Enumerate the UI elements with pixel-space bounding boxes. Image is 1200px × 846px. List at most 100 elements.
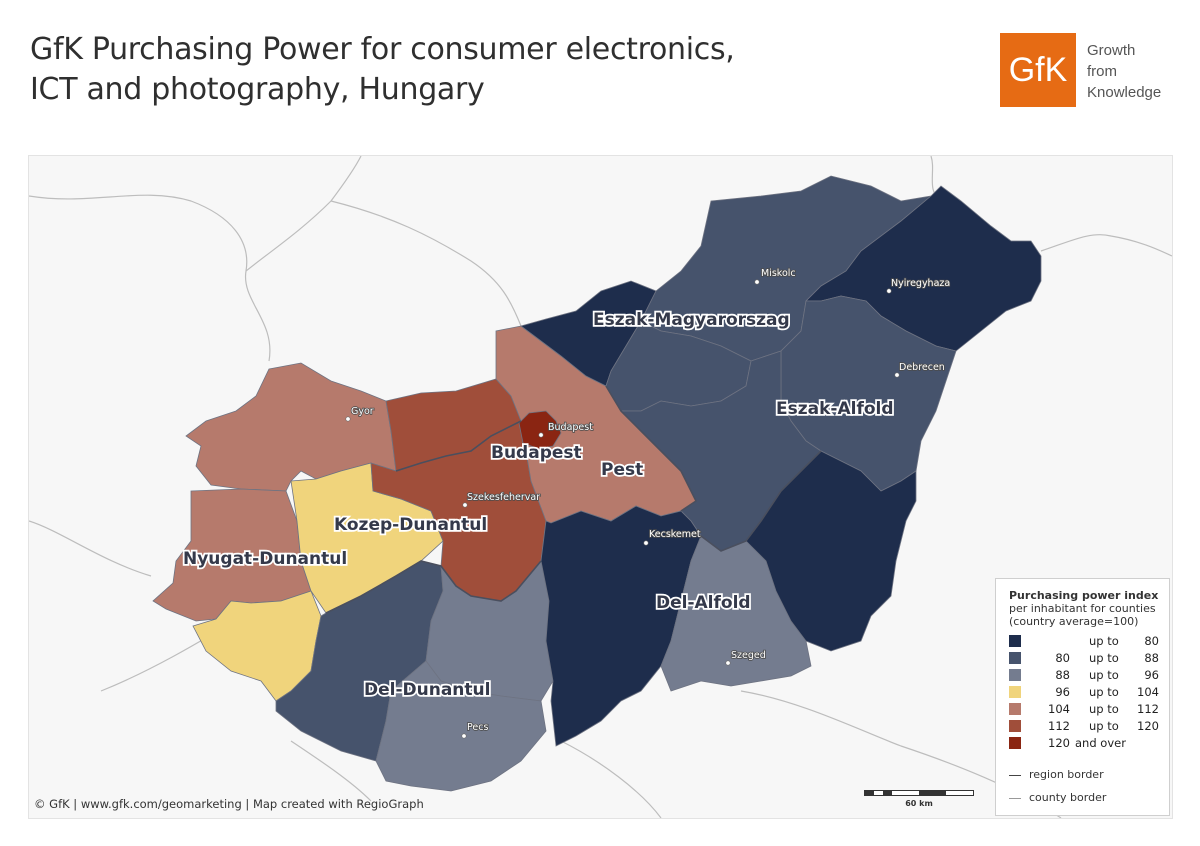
county-baranya	[375, 660, 547, 792]
region-label-del-alfold: Del-Alfold	[656, 593, 751, 613]
region-label-eszak-alfold: Eszak-Alfold	[776, 399, 894, 419]
city-dot-miskolc	[754, 279, 760, 285]
city-dot-szekesfehervar	[462, 502, 468, 508]
legend-class-6: 112 up to 120	[1009, 719, 1159, 733]
city-dot-nyiregyhaza	[886, 288, 892, 294]
gfk-logo: GfK	[1000, 33, 1076, 107]
scale-label: 60 km	[905, 799, 933, 808]
tagline-line-1: Growth	[1087, 42, 1136, 59]
legend-word-4: up to	[1089, 685, 1119, 699]
legend-swatch-7	[1009, 737, 1021, 749]
region-border-3	[325, 560, 542, 614]
legend-swatch-3	[1009, 669, 1021, 681]
legend-subtitle-line-2: (country average=100)	[1009, 615, 1139, 628]
region-labels: Eszak-Magyarorszag Eszak-Alfold Budapest…	[181, 308, 895, 702]
logo-tagline: Growth from Knowledge	[1087, 40, 1161, 103]
county-polygons	[152, 175, 1042, 792]
legend-swatch-6	[1009, 720, 1021, 732]
legend-region-border-line	[1009, 775, 1021, 776]
map-frame[interactable]: Eszak-Magyarorszag Eszak-Alfold Budapest…	[28, 155, 1173, 819]
legend-to-2: 88	[1144, 651, 1159, 665]
legend-county-border-text: county border	[1029, 791, 1107, 804]
logo-text: GfK	[1008, 50, 1068, 89]
legend-class-2: 80 up to 88	[1009, 651, 1159, 665]
region-label-kozep-dunantul: Kozep-Dunantul	[334, 515, 487, 535]
legend-to-3: 96	[1144, 668, 1159, 682]
legend-class-1: up to 80	[1009, 634, 1159, 648]
legend-from-3: 88	[1055, 668, 1070, 682]
legend-swatch-1	[1009, 635, 1021, 647]
legend-class-4: 96 up to 104	[1009, 685, 1159, 699]
tagline-line-2: from	[1087, 63, 1117, 80]
region-label-eszak-magyarorszag: Eszak-Magyarorszag	[593, 310, 790, 330]
border-line-west	[29, 520, 152, 577]
map-credit: © GfK | www.gfk.com/geomarketing | Map c…	[34, 797, 424, 811]
city-dot-pecs	[461, 733, 467, 739]
region-label-pest: Pest	[601, 460, 643, 480]
border-line-south	[290, 740, 372, 802]
city-dot-szeged	[725, 660, 731, 666]
legend-swatch-5	[1009, 703, 1021, 715]
region-label-del-dunantul: Del-Dunantul	[364, 680, 490, 700]
county-gyor	[185, 362, 397, 492]
legend-county-border-line	[1009, 798, 1021, 799]
city-dot-kecskemet	[643, 540, 649, 546]
tagline-line-3: Knowledge	[1087, 84, 1162, 101]
legend-from-2: 80	[1055, 651, 1070, 665]
border-line-n	[245, 156, 362, 272]
city-label-miskolc: Miskolc	[761, 268, 796, 279]
map-svg: Eszak-Magyarorszag Eszak-Alfold Budapest…	[29, 156, 1172, 818]
region-label-budapest: Budapest	[491, 443, 582, 463]
border-line-ne	[330, 200, 522, 327]
legend-to-1: 80	[1144, 634, 1159, 648]
legend-from-4: 96	[1055, 685, 1070, 699]
border-line-far-east	[1040, 234, 1172, 257]
city-label-gyor: Gyor	[351, 406, 374, 417]
legend-to-4: 104	[1137, 685, 1159, 699]
city-label-szeged: Szeged	[731, 650, 766, 661]
region-label-nyugat-dunantul: Nyugat-Dunantul	[183, 549, 347, 569]
city-markers: Miskolc Nyiregyhaza Debrecen Gyor Budape…	[345, 267, 951, 739]
city-dot-debrecen	[894, 372, 900, 378]
city-label-budapest: Budapest	[548, 422, 593, 433]
scale-seg-3	[919, 791, 946, 795]
legend-word-5: up to	[1089, 702, 1119, 716]
scale-bar-track	[864, 790, 974, 796]
border-line-se	[560, 740, 662, 818]
legend-subtitle-line-1: per inhabitant for counties	[1009, 602, 1156, 615]
legend-to-6: 120	[1137, 719, 1159, 733]
legend-region-border-text: region border	[1029, 768, 1104, 781]
legend-to-5: 112	[1137, 702, 1159, 716]
city-dot-budapest	[538, 432, 544, 438]
title-line-2: ICT and photography, Hungary	[30, 72, 485, 107]
page-title: GfK Purchasing Power for consumer electr…	[30, 30, 735, 110]
city-label-kecskemet: Kecskemet	[649, 529, 701, 540]
legend-class-5: 104 up to 112	[1009, 702, 1159, 716]
city-label-szekesfehervar: Szekesfehervar	[467, 492, 540, 503]
legend-swatch-2	[1009, 652, 1021, 664]
legend-word-3: up to	[1089, 668, 1119, 682]
region-border-4	[700, 450, 822, 552]
legend-word-6: up to	[1089, 719, 1119, 733]
legend-subtitle: per inhabitant for counties (country ave…	[1009, 602, 1156, 628]
region-borders	[325, 385, 822, 614]
border-line-nw	[29, 194, 271, 362]
legend-from-6: 112	[1048, 719, 1070, 733]
region-border-1	[605, 385, 698, 512]
city-label-debrecen: Debrecen	[899, 362, 945, 373]
city-dot-gyor	[345, 416, 351, 422]
region-border-2	[395, 420, 522, 472]
legend-word-7: and over	[1075, 736, 1126, 750]
legend-class-3: 88 up to 96	[1009, 668, 1159, 682]
legend-word-1: up to	[1089, 634, 1119, 648]
title-line-1: GfK Purchasing Power for consumer electr…	[30, 32, 735, 67]
legend-swatch-4	[1009, 686, 1021, 698]
scale-seg-1	[865, 791, 874, 795]
city-label-nyiregyhaza: Nyiregyhaza	[891, 278, 950, 289]
legend-title: Purchasing power index	[1009, 589, 1159, 602]
county-veszprem	[290, 462, 444, 614]
legend-from-7: 120	[1048, 736, 1070, 750]
legend-from-5: 104	[1048, 702, 1070, 716]
map-legend: Purchasing power index per inhabitant fo…	[995, 578, 1170, 816]
legend-word-2: up to	[1089, 651, 1119, 665]
